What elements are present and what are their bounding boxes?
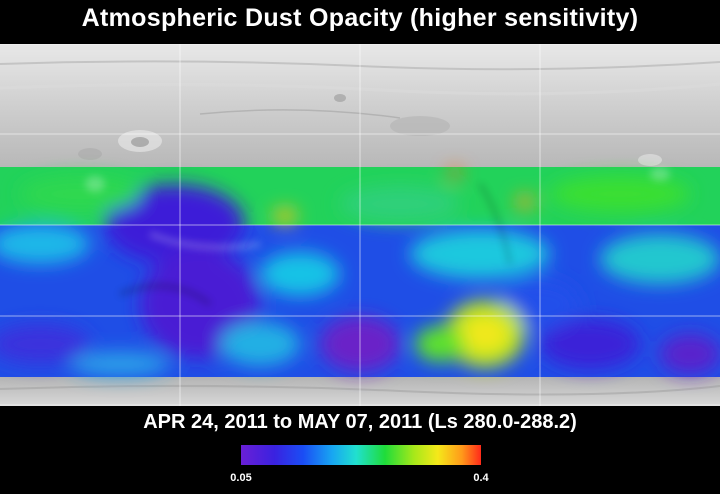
colorbar-max-label: 0.4: [473, 472, 489, 484]
colorbar: [241, 445, 481, 465]
map-title: Atmospheric Dust Opacity (higher sensiti…: [81, 4, 639, 32]
colorbar-min-label: 0.05: [230, 472, 252, 484]
mars-dust-map: [0, 44, 720, 406]
date-range-label: APR 24, 2011 to MAY 07, 2011 (Ls 280.0-2…: [143, 411, 577, 433]
map-canvas: [0, 44, 720, 406]
graticule: [0, 44, 720, 406]
